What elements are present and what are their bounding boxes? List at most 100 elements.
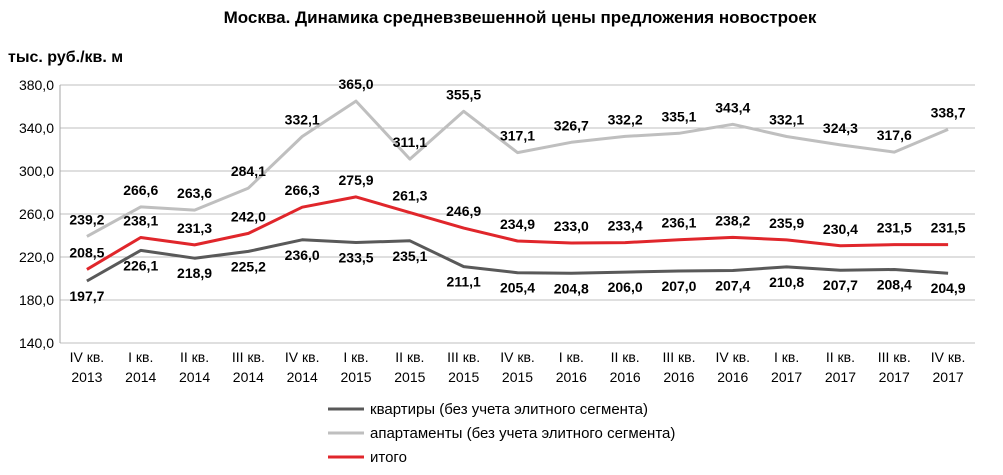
data-label: 204,9 (931, 280, 966, 296)
data-label: 239,2 (69, 211, 104, 227)
data-label: 235,1 (392, 248, 427, 264)
y-tick-label: 220,0 (19, 249, 54, 265)
x-tick-label: 2017 (879, 369, 910, 385)
data-label: 226,1 (123, 257, 158, 273)
x-tick-label: 2014 (125, 369, 156, 385)
data-label: 206,0 (608, 279, 643, 295)
x-tick-label: 2016 (663, 369, 694, 385)
data-label: 218,9 (177, 265, 212, 281)
data-label: 236,0 (285, 247, 320, 263)
x-tick-label: 2014 (287, 369, 318, 385)
data-label: 266,3 (285, 182, 320, 198)
data-label: 317,6 (877, 127, 912, 143)
y-axis-label: тыс. руб./кв. м (8, 49, 123, 66)
x-tick-label: 2016 (556, 369, 587, 385)
data-label: 205,4 (500, 280, 535, 296)
series-lines (86, 99, 949, 283)
data-label: 332,1 (285, 111, 320, 127)
x-tick-label: 2014 (233, 369, 264, 385)
x-tick-label: III кв. (447, 349, 480, 365)
data-label: 326,7 (554, 117, 589, 133)
series-line-3 (86, 195, 949, 271)
data-label: 207,0 (661, 278, 696, 294)
data-label: 230,4 (823, 221, 858, 237)
data-label: 332,1 (769, 111, 804, 127)
x-tick-label: 2016 (610, 369, 641, 385)
data-label: 208,4 (877, 276, 912, 292)
x-tick-label: III кв. (878, 349, 911, 365)
data-label: 210,8 (769, 274, 804, 290)
data-label: 197,7 (69, 288, 104, 304)
data-labels: 197,7 226,1 218,9 225,2 236,0 233,5 235,1 211,1… (69, 76, 965, 304)
x-axis-ticks: IV кв. 2013 I кв. 2014 II кв. 2014 III кв. 2014… (70, 349, 966, 385)
chart-title: Москва. Динамика средневзвешенной цены п… (224, 8, 817, 27)
x-tick-label: 2017 (825, 369, 856, 385)
data-label: 233,0 (554, 218, 589, 234)
data-label: 324,3 (823, 120, 858, 136)
legend-label: апартаменты (без учета элитного сегмента… (370, 425, 675, 442)
data-label: 365,0 (339, 76, 374, 92)
x-tick-label: 2013 (71, 369, 102, 385)
y-tick-label: 180,0 (19, 292, 54, 308)
x-tick-label: IV кв. (70, 349, 105, 365)
data-label: 242,0 (231, 208, 266, 224)
x-tick-label: II кв. (180, 349, 209, 365)
x-tick-label: I кв. (559, 349, 584, 365)
x-tick-label: II кв. (395, 349, 424, 365)
x-tick-label: I кв. (128, 349, 153, 365)
data-label: 234,9 (500, 216, 535, 232)
data-label: 225,2 (231, 258, 266, 274)
x-tick-label: 2015 (340, 369, 371, 385)
data-label: 231,5 (877, 220, 912, 236)
data-label: 343,4 (715, 99, 750, 115)
x-tick-label: 2017 (771, 369, 802, 385)
data-label: 338,7 (931, 104, 966, 120)
legend-label: квартиры (без учета элитного сегмента) (370, 401, 648, 418)
x-tick-label: 2014 (179, 369, 210, 385)
x-tick-label: 2015 (394, 369, 425, 385)
data-label: 261,3 (392, 188, 427, 204)
x-tick-label: III кв. (662, 349, 695, 365)
data-label: 207,7 (823, 277, 858, 293)
series-line-2 (86, 99, 949, 238)
data-label: 211,1 (447, 274, 481, 290)
x-tick-label: IV кв. (716, 349, 751, 365)
y-tick-label: 300,0 (19, 163, 54, 179)
data-label: 246,9 (446, 203, 481, 219)
x-tick-label: II кв. (826, 349, 855, 365)
x-tick-label: IV кв. (500, 349, 535, 365)
data-label: 231,5 (931, 220, 966, 236)
data-label: 317,1 (500, 128, 535, 144)
data-label: 355,5 (446, 86, 481, 102)
y-tick-label: 340,0 (19, 120, 54, 136)
series-line-1 (86, 238, 949, 283)
data-label: 332,2 (608, 111, 643, 127)
data-label: 208,5 (69, 244, 104, 260)
x-tick-label: I кв. (774, 349, 799, 365)
data-label: 235,9 (769, 215, 804, 231)
data-label: 231,3 (177, 220, 212, 236)
x-tick-label: 2016 (717, 369, 748, 385)
x-tick-label: IV кв. (931, 349, 966, 365)
x-tick-label: 2015 (502, 369, 533, 385)
legend: квартиры (без учета элитного сегмента) ап… (328, 401, 675, 466)
x-tick-label: 2017 (933, 369, 964, 385)
data-label: 238,2 (715, 212, 750, 228)
y-tick-label: 140,0 (19, 335, 54, 351)
data-label: 284,1 (231, 163, 266, 179)
data-label: 335,1 (661, 108, 696, 124)
y-axis-ticks: 140,0 180,0 220,0 260,0 300,0 340,0 380,0 (19, 77, 54, 351)
data-label: 233,4 (608, 218, 643, 234)
data-label: 263,6 (177, 185, 212, 201)
data-label: 275,9 (339, 172, 374, 188)
data-label: 207,4 (715, 278, 750, 294)
data-label: 311,1 (393, 134, 427, 150)
data-label: 238,1 (123, 213, 158, 229)
data-label: 236,1 (661, 215, 696, 231)
x-tick-label: II кв. (611, 349, 640, 365)
legend-label: итого (370, 449, 407, 466)
y-tick-label: 260,0 (19, 206, 54, 222)
y-tick-label: 380,0 (19, 77, 54, 93)
x-tick-label: IV кв. (285, 349, 320, 365)
